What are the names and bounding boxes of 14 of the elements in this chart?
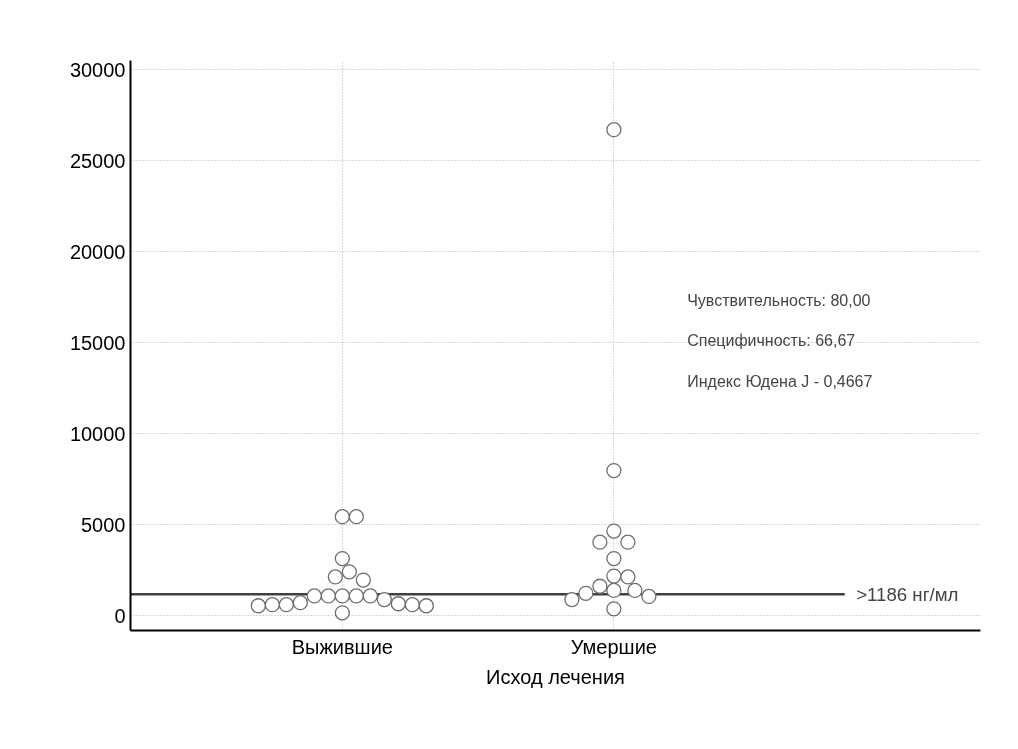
y-tick-label: 30000	[69, 58, 126, 81]
ref-line-label: >1186 нг/мл	[856, 583, 959, 605]
y-tick-label: 0	[114, 604, 126, 627]
y-tick-label: 10000	[69, 422, 126, 445]
annotation: Специфичность: 66,67	[687, 332, 856, 350]
annotation: Чувствительность: 80,00	[687, 292, 871, 310]
y-tick-label: 15000	[69, 331, 126, 354]
y-tick-label: 20000	[69, 240, 126, 263]
x-tick-label: Умершие	[570, 635, 657, 658]
y-tick-label: 5000	[81, 513, 126, 536]
x-tick-label: Выжившие	[291, 635, 393, 658]
y-tick-label: 25000	[69, 149, 126, 172]
annotation: Индекс Юдена J - 0,4667	[687, 372, 873, 390]
x-axis-title: Исход лечения	[486, 665, 625, 688]
